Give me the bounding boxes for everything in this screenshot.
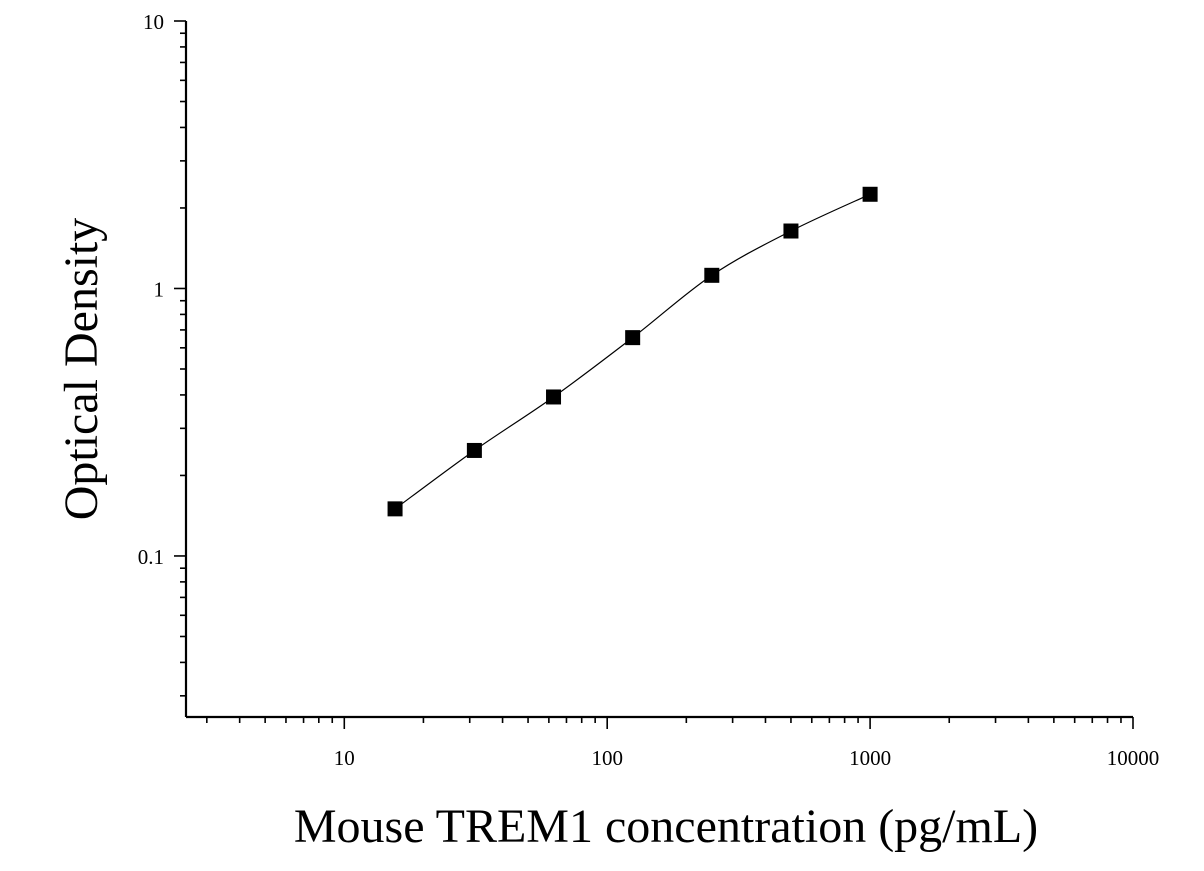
fit-curve [394, 193, 871, 510]
data-point [704, 267, 720, 283]
x-axis-title: Mouse TREM1 concentration (pg/mL) [294, 800, 1038, 853]
x-tick-label: 1000 [849, 746, 891, 770]
data-point [466, 442, 482, 458]
data-point [625, 330, 641, 346]
y-axis-ticks: 0.1 1 10 [138, 10, 186, 697]
data-point [387, 501, 403, 517]
x-tick-label: 100 [591, 746, 623, 770]
x-tick-label: 10000 [1107, 746, 1160, 770]
x-axis-ticks: 10 100 1000 10000 [206, 717, 1160, 770]
x-tick-label: 10 [334, 746, 355, 770]
data-points [387, 186, 878, 517]
y-tick-label: 0.1 [138, 545, 164, 569]
y-tick-label: 10 [143, 10, 164, 34]
y-axis-title: Optical Density [55, 218, 108, 521]
y-tick-label: 1 [154, 277, 165, 301]
axes [184, 21, 1133, 719]
data-point [862, 186, 878, 202]
data-point [546, 389, 562, 405]
data-point [783, 223, 799, 239]
